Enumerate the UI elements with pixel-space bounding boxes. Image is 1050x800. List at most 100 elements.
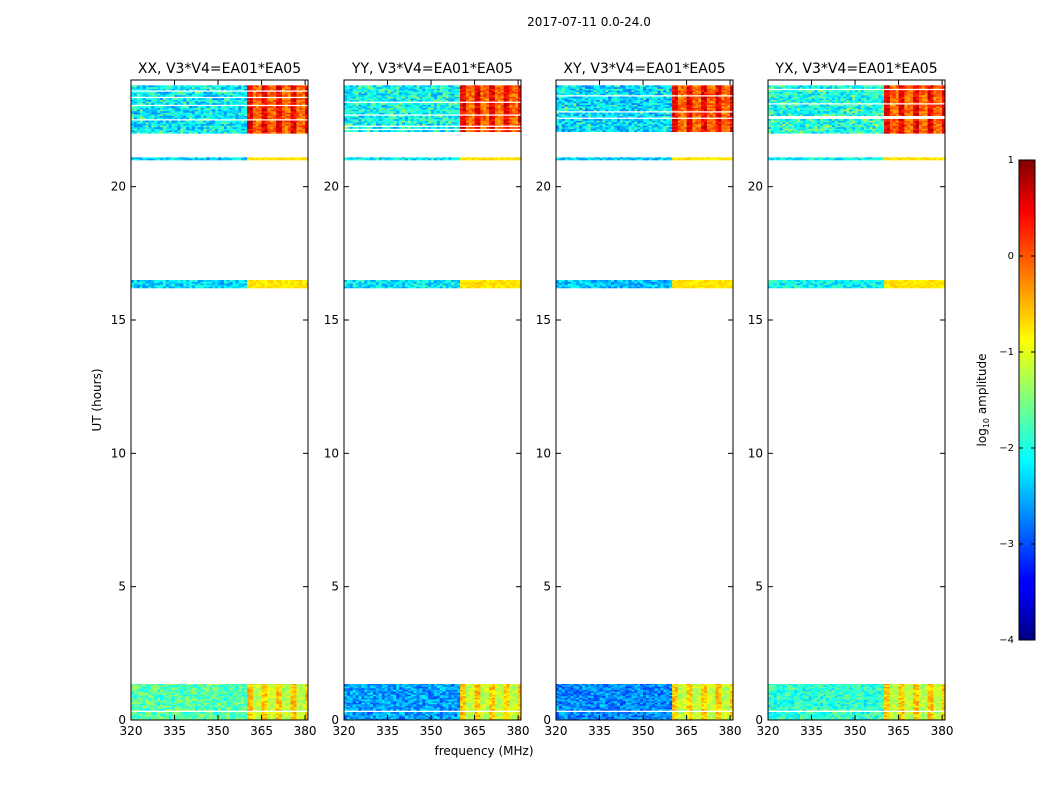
heatmap-cell bbox=[261, 684, 265, 687]
heatmap-cell bbox=[157, 716, 161, 719]
heatmap-cell bbox=[355, 283, 359, 286]
heatmap-cell bbox=[252, 102, 257, 105]
heatmap-cell bbox=[393, 283, 397, 286]
heatmap-cell bbox=[486, 691, 490, 694]
heatmap-cell bbox=[151, 122, 155, 125]
heatmap-cell bbox=[247, 286, 251, 289]
heatmap-cell bbox=[483, 699, 487, 702]
heatmap-cell bbox=[186, 712, 190, 714]
heatmap-cell bbox=[194, 713, 199, 716]
heatmap-cell bbox=[252, 708, 257, 711]
heatmap-cell bbox=[402, 713, 406, 716]
heatmap-cell bbox=[131, 280, 135, 282]
heatmap-cell bbox=[160, 86, 164, 89]
heatmap-cell bbox=[278, 715, 283, 718]
heatmap-cell bbox=[209, 98, 213, 101]
heatmap-cell bbox=[299, 280, 303, 282]
heatmap-cell bbox=[154, 700, 158, 703]
heatmap-cell bbox=[278, 691, 283, 694]
heatmap-cell bbox=[293, 697, 297, 700]
heatmap-cell bbox=[474, 697, 478, 700]
heatmap-cell bbox=[206, 157, 210, 159]
heatmap-cell bbox=[136, 101, 141, 104]
heatmap-cell bbox=[139, 684, 143, 686]
heatmap-cell bbox=[168, 694, 173, 697]
heatmap-cell bbox=[232, 684, 236, 686]
heatmap-cell bbox=[287, 115, 291, 118]
heatmap-cell bbox=[387, 705, 391, 708]
heatmap-cell bbox=[281, 157, 286, 159]
heatmap-cell bbox=[267, 712, 271, 714]
heatmap-cell bbox=[203, 94, 207, 97]
heatmap-cell bbox=[183, 716, 187, 719]
heatmap-cell bbox=[177, 99, 181, 102]
heatmap-cell bbox=[515, 281, 519, 284]
heatmap-cell bbox=[165, 88, 170, 91]
heatmap-cell bbox=[177, 110, 181, 113]
heatmap-cell bbox=[486, 702, 490, 705]
heatmap-cell bbox=[419, 707, 423, 710]
heatmap-cell bbox=[273, 684, 277, 686]
heatmap-cell bbox=[194, 122, 199, 125]
heatmap-cell bbox=[281, 705, 286, 708]
heatmap-cell bbox=[290, 102, 294, 105]
heatmap-cell bbox=[148, 684, 152, 687]
heatmap-cell bbox=[186, 102, 190, 105]
heatmap-cell bbox=[465, 716, 470, 719]
heatmap-cell bbox=[244, 109, 248, 112]
heatmap-cell bbox=[232, 697, 236, 700]
heatmap-cell bbox=[483, 718, 487, 720]
heatmap-cell bbox=[273, 283, 277, 286]
heatmap-cell bbox=[500, 286, 504, 289]
heatmap-cell bbox=[296, 684, 300, 687]
heatmap-cell bbox=[142, 718, 146, 720]
heatmap-cell bbox=[375, 718, 380, 720]
heatmap-cell bbox=[267, 125, 271, 128]
heatmap-cell bbox=[370, 702, 374, 705]
heatmap-cell bbox=[218, 715, 222, 718]
heatmap-cell bbox=[373, 699, 377, 702]
heatmap-cell bbox=[191, 102, 196, 105]
heatmap-cell bbox=[460, 286, 464, 289]
heatmap-cell bbox=[419, 697, 423, 700]
heatmap-cell bbox=[287, 110, 291, 113]
heatmap-cell bbox=[244, 106, 248, 109]
heatmap-cell bbox=[462, 286, 467, 289]
heatmap-cell bbox=[136, 157, 141, 159]
heatmap-cell bbox=[223, 101, 228, 104]
heatmap-cell bbox=[249, 125, 254, 128]
heatmap-cell bbox=[509, 689, 513, 692]
heatmap-cell bbox=[255, 112, 260, 115]
heatmap-cell bbox=[439, 684, 444, 687]
heatmap-cell bbox=[296, 699, 300, 702]
heatmap-cell bbox=[425, 699, 429, 702]
heatmap-cell bbox=[142, 117, 146, 120]
heatmap-cell bbox=[244, 704, 248, 706]
heatmap-cell bbox=[191, 117, 196, 120]
heatmap-cell bbox=[133, 286, 138, 289]
heatmap-cell bbox=[160, 704, 164, 706]
heatmap-cell bbox=[387, 702, 391, 705]
heatmap-cell bbox=[290, 712, 294, 714]
heatmap-cell bbox=[177, 122, 181, 125]
heatmap-cell bbox=[486, 286, 490, 289]
heatmap-cell bbox=[220, 686, 225, 689]
heatmap-cell bbox=[200, 713, 204, 716]
heatmap-cell bbox=[387, 716, 391, 719]
heatmap-cell bbox=[515, 697, 519, 700]
heatmap-cell bbox=[387, 686, 391, 689]
heatmap-cell bbox=[276, 122, 280, 125]
heatmap-cell bbox=[349, 702, 354, 705]
heatmap-cell bbox=[131, 684, 135, 687]
heatmap-cell bbox=[445, 702, 449, 705]
heatmap-cell bbox=[189, 101, 193, 104]
heatmap-cell bbox=[249, 115, 254, 118]
x-tick-label: 350 bbox=[207, 724, 230, 738]
heatmap-cell bbox=[428, 699, 432, 702]
heatmap-cell bbox=[399, 702, 403, 705]
heatmap-cell bbox=[381, 689, 386, 692]
heatmap-cell bbox=[215, 715, 219, 718]
heatmap-cell bbox=[165, 99, 170, 102]
heatmap-cell bbox=[142, 283, 146, 286]
heatmap-cell bbox=[162, 691, 167, 694]
